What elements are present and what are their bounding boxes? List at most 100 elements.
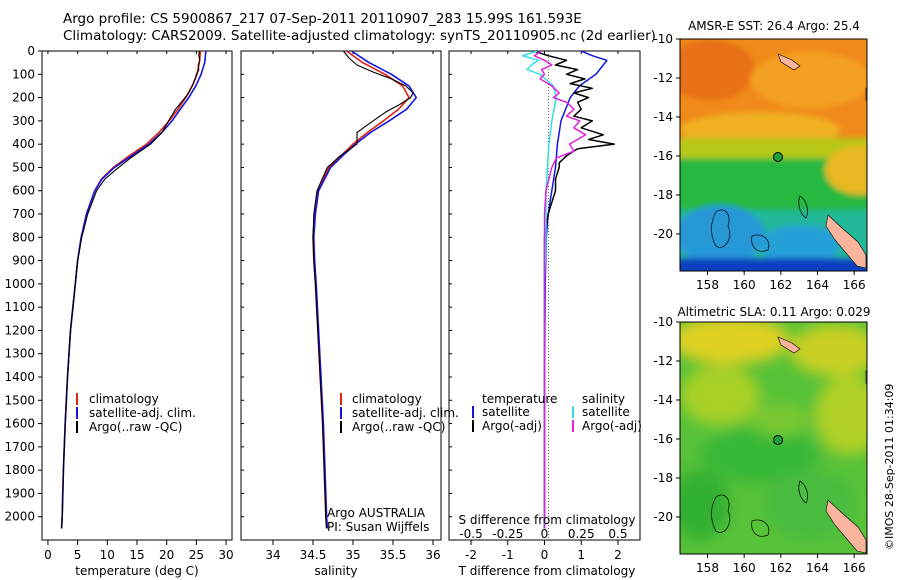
legend-satellite-label: satellite-adj. clim. — [352, 406, 459, 420]
x-tick-label: 25 — [189, 548, 204, 562]
depth-tick-label: 1900 — [4, 486, 35, 500]
legend-argo-label: Argo(..raw -QC) — [89, 420, 182, 434]
s-difference-axis-label: S difference from climatology — [459, 513, 636, 527]
solomon-islands-land — [777, 336, 801, 354]
x-tick-label: 30 — [218, 548, 233, 562]
depth-tick-label: 2000 — [4, 510, 35, 524]
series-line — [543, 51, 608, 529]
series-line — [312, 51, 410, 529]
series-line — [60, 51, 207, 529]
x-tick-label: 35.5 — [380, 548, 407, 562]
sst-blue-band — [680, 258, 867, 271]
solomon-islands-land — [777, 53, 801, 71]
x-tick-label: 36 — [425, 548, 440, 562]
depth-tick-label: 500 — [12, 160, 35, 174]
sst-warm-patch — [680, 40, 755, 100]
depth-tick-label: 800 — [12, 230, 35, 244]
reef-contour — [751, 519, 770, 537]
x-tick-label: 34 — [265, 548, 280, 562]
depth-tick-label: 1600 — [4, 417, 35, 431]
depth-tick-label: 400 — [12, 137, 35, 151]
temperature-axis-label: temperature (deg C) — [75, 564, 198, 578]
lat-tick-label: -14 — [653, 110, 673, 124]
x-tick-label: 15 — [129, 548, 144, 562]
legend-argo-label: Argo(..raw -QC) — [352, 420, 445, 434]
sst-cool-patch — [680, 205, 765, 265]
x-tick-label: -2 — [465, 548, 477, 562]
temperature-panel — [41, 50, 233, 541]
sla-patch — [680, 365, 760, 425]
depth-tick-label: 1200 — [4, 323, 35, 337]
lat-tick-label: -18 — [653, 471, 673, 485]
series-line — [521, 51, 558, 529]
salinity-axis-label: salinity — [314, 564, 357, 578]
lat-tick-label: -18 — [653, 188, 673, 202]
depth-tick-label: 900 — [12, 254, 35, 268]
x-tick-label: 1 — [577, 548, 585, 562]
s-diff-tick-label: 0.5 — [608, 527, 627, 541]
sla-map-frame — [679, 321, 868, 555]
legend-temperature-heading: temperature — [482, 392, 557, 406]
lat-tick-label: -12 — [653, 71, 673, 85]
x-tick-label: 20 — [159, 548, 174, 562]
lat-tick-label: -20 — [653, 510, 673, 524]
x-tick-label: 5 — [74, 548, 82, 562]
lon-tick-label: 160 — [733, 278, 756, 292]
depth-tick-label: 700 — [12, 207, 35, 221]
reef-contour — [798, 480, 808, 504]
depth-tick-label: 200 — [12, 91, 35, 105]
lat-tick-label: -20 — [653, 227, 673, 241]
sla-high-patch — [790, 324, 867, 376]
lat-tick-label: -10 — [653, 315, 673, 329]
legend-t-argo-label: Argo(-adj) — [482, 419, 542, 433]
legend-climatology-label: climatology — [352, 392, 422, 406]
argo-float-marker — [773, 435, 783, 445]
sst-map-title: AMSR-E SST: 26.4 Argo: 25.4 — [688, 19, 860, 33]
lat-tick-label: -10 — [653, 32, 673, 46]
difference-legend: temperature satellite Argo(-adj) salinit… — [472, 392, 642, 433]
lon-tick-label: 158 — [696, 561, 719, 575]
sla-patch — [815, 375, 867, 455]
salinity-legend: climatology satellite-adj. clim. Argo(..… — [327, 392, 459, 534]
depth-tick-label: 1000 — [4, 277, 35, 291]
lat-tick-label: -16 — [653, 149, 673, 163]
sst-patch — [825, 145, 867, 195]
lon-tick-label: 166 — [843, 278, 866, 292]
legend-satellite-label: satellite-adj. clim. — [89, 406, 196, 420]
depth-tick-label: 600 — [12, 184, 35, 198]
sla-high-patch — [680, 322, 790, 364]
lat-tick-label: -14 — [653, 393, 673, 407]
depth-tick-label: 1800 — [4, 463, 35, 477]
sla-low-patch — [680, 470, 730, 540]
new-caledonia-land — [825, 214, 867, 269]
argo-australia-label: Argo AUSTRALIA — [327, 506, 426, 520]
x-tick-label: 35 — [345, 548, 360, 562]
depth-tick-label: 1100 — [4, 300, 35, 314]
new-caledonia-land — [825, 499, 867, 554]
sla-patch — [750, 404, 810, 436]
sst-map — [680, 39, 867, 271]
sla-low-patch — [700, 427, 820, 483]
lon-tick-label: 162 — [769, 561, 792, 575]
s-diff-tick-label: -0.5 — [459, 527, 482, 541]
legend-climatology-label: climatology — [89, 392, 159, 406]
argo-float-marker — [773, 152, 783, 162]
series-line — [61, 51, 201, 529]
depth-tick-label: 100 — [12, 67, 35, 81]
pi-name-label: PI: Susan Wijffels — [327, 520, 429, 534]
temperature-legend: climatology satellite-adj. clim. Argo(..… — [76, 392, 196, 434]
x-tick-label: 0 — [44, 548, 52, 562]
x-tick-label: 34.5 — [300, 548, 327, 562]
legend-t-satellite-label: satellite — [482, 405, 530, 419]
imos-credit: ©IMOS 28-Sep-2011 01:34:09 — [883, 384, 896, 550]
sst-patch — [750, 52, 867, 108]
sla-map-title: Altimetric SLA: 0.11 Argo: 0.029 — [677, 305, 870, 319]
lat-tick-label: -16 — [653, 432, 673, 446]
sst-map-frame — [679, 38, 868, 272]
legend-salinity-heading: salinity — [582, 392, 625, 406]
climatology-subtitle: Climatology: CARS2009. Satellite-adjuste… — [63, 28, 656, 44]
s-diff-tick-label: -0.25 — [492, 527, 523, 541]
depth-tick-label: 300 — [12, 114, 35, 128]
depth-tick-label: 0 — [27, 44, 35, 58]
